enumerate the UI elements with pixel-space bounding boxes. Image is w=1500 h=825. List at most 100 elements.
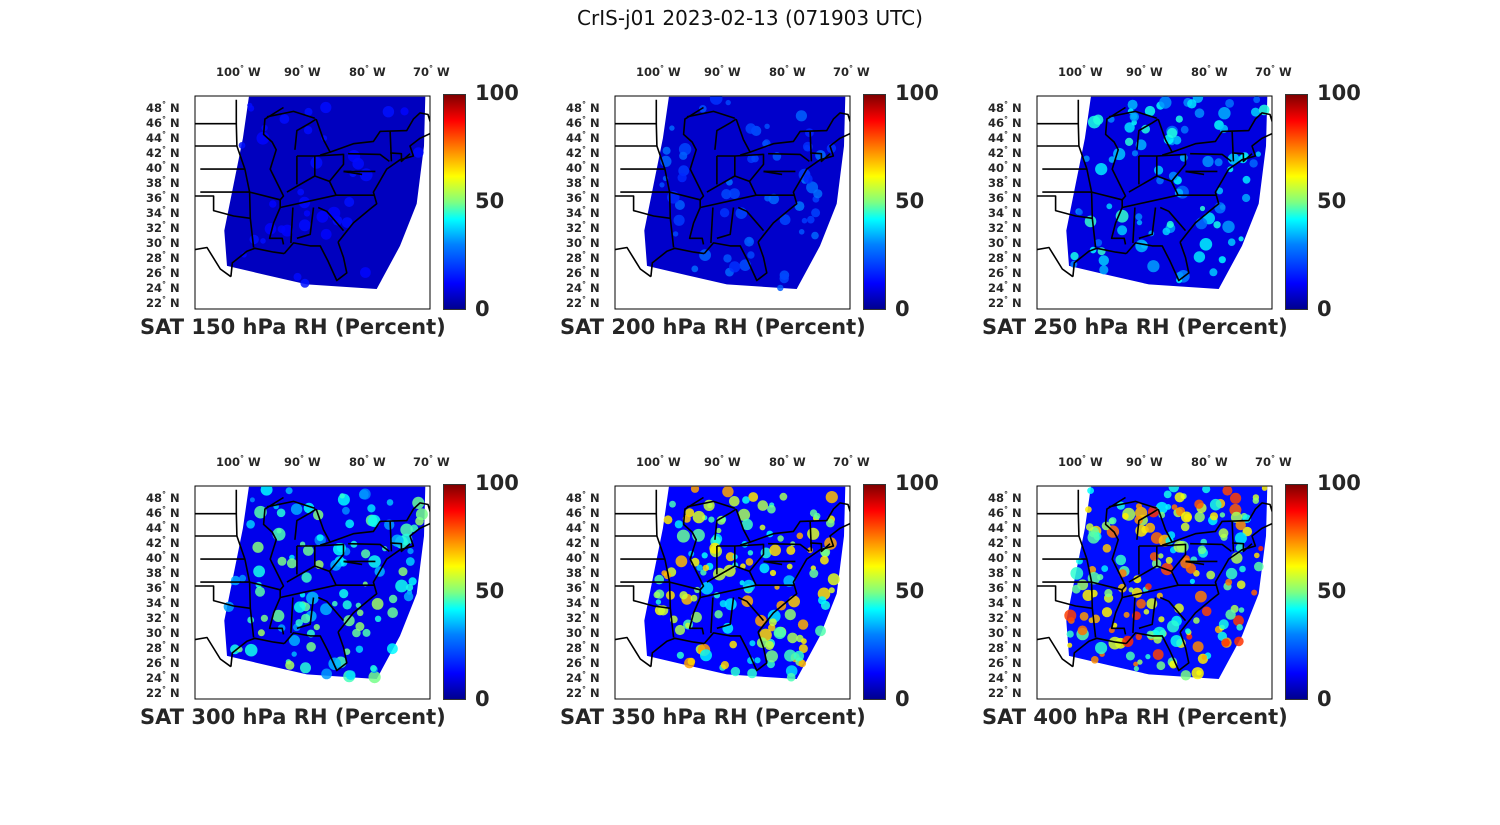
rh-observation xyxy=(786,545,796,555)
rh-observation xyxy=(1135,239,1148,253)
rh-observation xyxy=(1146,630,1155,639)
state-border xyxy=(810,542,831,553)
latitude-label: 24° N xyxy=(988,280,1022,295)
state-border xyxy=(283,241,348,282)
rh-map: 100° W 90° W 80° W 70° W 48° N46° N44° N42° … xyxy=(988,454,1292,700)
rh-observation xyxy=(779,214,791,226)
rh-observation xyxy=(798,229,805,235)
latitude-label: 34° N xyxy=(146,205,180,220)
state-border xyxy=(1159,206,1187,232)
rh-observation xyxy=(747,237,753,244)
rh-observation xyxy=(286,558,297,569)
map-panel: 100° W 90° W 80° W 70° W 48° N 46° N 44° N 42° … xyxy=(140,440,520,750)
state-border xyxy=(710,207,714,243)
rh-observation xyxy=(773,626,786,640)
rh-observation xyxy=(1135,503,1143,510)
figure-title: CrIS-j01 2023-02-13 (071903 UTC) xyxy=(577,6,923,30)
longitude-label: 90° W xyxy=(704,454,741,469)
latitude-label: 48° N xyxy=(988,490,1022,505)
rh-observation xyxy=(260,486,273,496)
state-border xyxy=(735,508,751,546)
state-border xyxy=(737,596,765,622)
longitude-label: 90° W xyxy=(284,64,321,79)
rh-swath xyxy=(1037,486,1272,681)
state-border xyxy=(1190,152,1232,163)
colorbar-tick-label: 50 xyxy=(475,579,505,603)
latitude-label: 30° N xyxy=(566,625,600,640)
colorbar xyxy=(1285,94,1308,310)
state-border xyxy=(703,631,768,672)
rh-observation xyxy=(818,596,827,605)
latitude-label: 28° N xyxy=(146,640,180,655)
rh-observation xyxy=(303,210,311,217)
state-border xyxy=(1231,520,1235,552)
rh-observation xyxy=(1127,99,1138,110)
rh-observation xyxy=(360,267,371,278)
rh-map: 100° W 90° W 80° W 70° W 48° N46° N44° N42° … xyxy=(146,454,450,700)
rh-observation xyxy=(783,575,795,587)
rh-observation xyxy=(320,101,332,114)
map-frame xyxy=(614,95,851,310)
rh-observation xyxy=(1214,202,1226,214)
colorbar xyxy=(1285,484,1308,700)
state-border xyxy=(1138,207,1157,240)
rh-observation xyxy=(249,234,259,245)
state-border xyxy=(757,522,850,633)
rh-observation xyxy=(1167,127,1178,139)
rh-observation xyxy=(301,572,312,583)
rh-observation xyxy=(272,527,286,541)
rh-observation xyxy=(386,499,394,506)
rh-observation xyxy=(674,200,685,210)
rh-observation xyxy=(803,174,813,184)
state-border xyxy=(1108,500,1158,510)
latitude-label: 48° N xyxy=(566,100,600,115)
state-border xyxy=(329,502,430,543)
colorbar-tick-label: 100 xyxy=(1317,471,1361,495)
map-panel: 100° W 90° W 80° W 70° W 48° N 46° N 44° N 42° … xyxy=(982,440,1362,750)
rh-observation xyxy=(1077,625,1088,636)
rh-observation xyxy=(702,564,710,572)
longitude-label: 80° W xyxy=(769,64,806,79)
rh-observation xyxy=(1091,656,1099,664)
rh-observation xyxy=(1163,490,1172,499)
rh-observation xyxy=(1234,636,1244,647)
rh-observation xyxy=(809,569,819,578)
state-border xyxy=(1185,560,1205,566)
state-border xyxy=(195,585,251,610)
state-border xyxy=(688,589,705,635)
rh-observation xyxy=(306,591,319,605)
state-border xyxy=(290,207,294,243)
state-border xyxy=(1037,585,1093,610)
rh-observation xyxy=(1094,239,1103,247)
state-border xyxy=(348,152,390,163)
rh-observation xyxy=(1218,619,1229,630)
latitude-label: 28° N xyxy=(146,250,180,265)
rh-observation xyxy=(303,126,313,135)
latitude-label: 48° N xyxy=(566,490,600,505)
longitude-label: 100° W xyxy=(216,64,261,79)
state-border xyxy=(390,542,411,553)
rh-observation xyxy=(1135,213,1143,221)
colorbar-tick-label: 50 xyxy=(1317,189,1347,213)
rh-observation xyxy=(653,591,661,599)
latitude-label: 32° N xyxy=(566,220,600,235)
rh-observation xyxy=(737,508,751,521)
rh-observation xyxy=(1136,219,1143,226)
state-border xyxy=(337,132,430,243)
rh-observation xyxy=(370,665,377,672)
rh-observation xyxy=(1170,635,1183,647)
rh-observation xyxy=(1201,654,1207,660)
state-border xyxy=(1037,636,1074,668)
state-border xyxy=(1136,508,1159,540)
rh-observation xyxy=(246,520,255,529)
rh-observation xyxy=(1233,615,1244,627)
state-border xyxy=(1138,597,1157,630)
rh-observation xyxy=(1221,638,1230,647)
map-panel: 100° W 90° W 80° W 70° W 48° N 46° N 44° N 42° … xyxy=(560,440,940,750)
state-border xyxy=(655,489,675,638)
latitude-label: 22° N xyxy=(146,685,180,700)
latitude-label: 38° N xyxy=(988,175,1022,190)
rh-observation xyxy=(777,284,784,292)
rh-observation xyxy=(1206,570,1216,580)
latitude-label: 22° N xyxy=(988,295,1022,310)
